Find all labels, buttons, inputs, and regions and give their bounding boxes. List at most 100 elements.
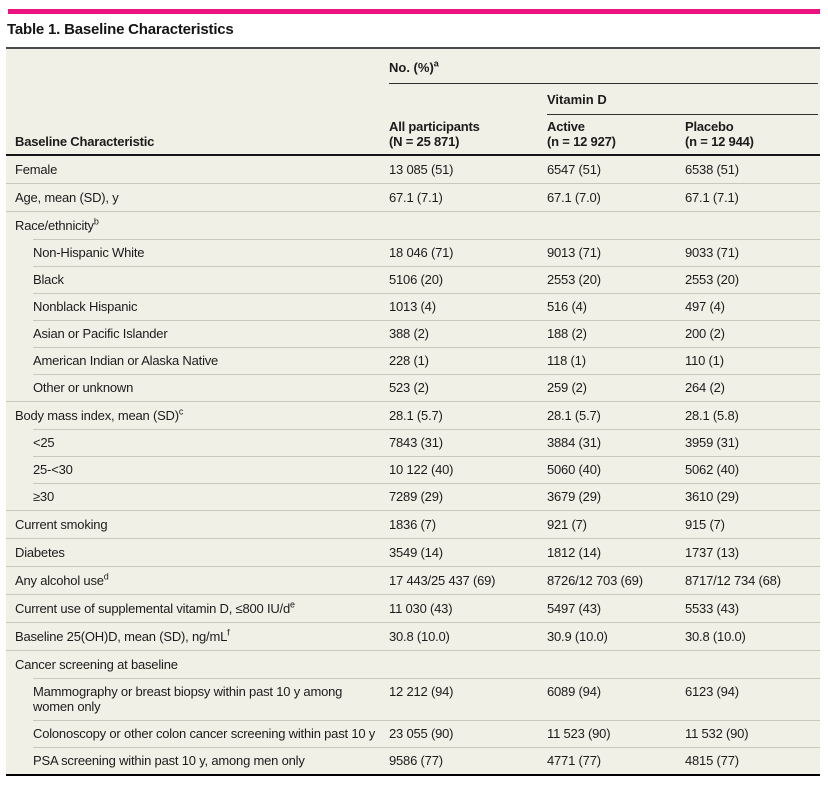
footnote-marker-e: e bbox=[290, 599, 295, 610]
row-label: Female bbox=[15, 162, 58, 177]
cell-value: 11 523 (90) bbox=[547, 726, 611, 741]
table-figure: Table 1. Baseline Characteristics No. (%… bbox=[6, 9, 820, 776]
cell-value: 228 (1) bbox=[389, 353, 429, 368]
row-label: Any alcohol used bbox=[15, 571, 109, 588]
column-header-placebo: Placebo (n = 12 944) bbox=[685, 119, 754, 149]
table-header: No. (%)a Vitamin D Baseline Characterist… bbox=[6, 49, 820, 156]
table-row: Baseline 25(OH)D, mean (SD), ng/mLf 30.8 … bbox=[6, 622, 820, 650]
table-row: <25 7843 (31) 3884 (31) 3959 (31) bbox=[6, 429, 820, 456]
column-header-characteristic: Baseline Characteristic bbox=[15, 134, 155, 149]
no-pct-span: No. (%)a bbox=[389, 49, 818, 84]
row-label: 25-<30 bbox=[33, 462, 73, 477]
cell-value: 6089 (94) bbox=[547, 684, 601, 699]
footnote-marker-d: d bbox=[103, 571, 109, 582]
table-row: Diabetes 3549 (14) 1812 (14) 1737 (13) bbox=[6, 538, 820, 566]
row-label: Other or unknown bbox=[33, 380, 134, 395]
cell-value: 3884 (31) bbox=[547, 435, 601, 450]
cell-value: 523 (2) bbox=[389, 380, 429, 395]
cell-value: 497 (4) bbox=[685, 299, 725, 314]
footnote-marker-a: a bbox=[433, 58, 439, 69]
table-title: Table 1. Baseline Characteristics bbox=[7, 21, 234, 38]
cell-value: 1737 (13) bbox=[685, 545, 739, 560]
cell-value: 28.1 (5.7) bbox=[547, 408, 601, 423]
cell-value: 4815 (77) bbox=[685, 753, 739, 768]
column-headers-row: Baseline Characteristic All participants… bbox=[6, 115, 820, 154]
table-row: Female 13 085 (51) 6547 (51) 6538 (51) bbox=[6, 156, 820, 183]
row-label: Mammography or breast biopsy within past… bbox=[33, 684, 343, 714]
footnote-marker-f: f bbox=[227, 627, 230, 638]
cell-value: 67.1 (7.1) bbox=[389, 190, 443, 205]
row-label: Colonoscopy or other colon cancer screen… bbox=[33, 726, 376, 741]
cell-value: 23 055 (90) bbox=[389, 726, 454, 741]
cell-value: 264 (2) bbox=[685, 380, 725, 395]
cell-value: 5062 (40) bbox=[685, 462, 739, 477]
table-row: Any alcohol used 17 443/25 437 (69) 8726/1… bbox=[6, 566, 820, 594]
row-label: Current smoking bbox=[15, 517, 108, 532]
row-label: Asian or Pacific Islander bbox=[33, 326, 168, 341]
cell-value: 67.1 (7.1) bbox=[685, 190, 739, 205]
row-label: Cancer screening at baseline bbox=[15, 657, 178, 672]
cell-value: 17 443/25 437 (69) bbox=[389, 573, 496, 588]
baseline-characteristics-table: No. (%)a Vitamin D Baseline Characterist… bbox=[6, 49, 820, 776]
footnote-marker-b: b bbox=[93, 216, 99, 227]
cell-value bbox=[685, 212, 820, 239]
cell-value: 915 (7) bbox=[685, 517, 725, 532]
no-pct-label: No. (%)a bbox=[389, 58, 439, 75]
table-row: Asian or Pacific Islander 388 (2) 188 (2) 2… bbox=[6, 320, 820, 347]
cell-value: 5106 (20) bbox=[389, 272, 443, 287]
cell-value: 28.1 (5.8) bbox=[685, 408, 739, 423]
cell-value: 10 122 (40) bbox=[389, 462, 454, 477]
cell-value: 110 (1) bbox=[685, 353, 724, 368]
cell-value: 921 (7) bbox=[547, 517, 587, 532]
cell-value: 1836 (7) bbox=[389, 517, 436, 532]
table-row: Cancer screening at baseline bbox=[6, 650, 820, 678]
cell-value bbox=[547, 651, 685, 678]
column-header-all-participants: All participants (N = 25 871) bbox=[389, 119, 480, 149]
cell-value: 3549 (14) bbox=[389, 545, 443, 560]
row-label: Nonblack Hispanic bbox=[33, 299, 138, 314]
table-row: American Indian or Alaska Native 228 (1) 1… bbox=[6, 347, 820, 374]
table-row: PSA screening within past 10 y, among me… bbox=[6, 747, 820, 774]
cell-value: 9586 (77) bbox=[389, 753, 443, 768]
vitamin-d-group-label: Vitamin D bbox=[547, 92, 607, 107]
footnote-marker-c: c bbox=[178, 406, 184, 417]
table-row: Body mass index, mean (SD)c 28.1 (5.7) 28.… bbox=[6, 401, 820, 429]
cell-value: 259 (2) bbox=[547, 380, 587, 395]
cell-value: 5497 (43) bbox=[547, 601, 601, 616]
cell-value: 1013 (4) bbox=[389, 299, 436, 314]
row-label: Black bbox=[33, 272, 64, 287]
cell-value: 9013 (71) bbox=[547, 245, 601, 260]
cell-value: 3679 (29) bbox=[547, 489, 601, 504]
column-header-active: Active (n = 12 927) bbox=[547, 119, 616, 149]
table-row: Black 5106 (20) 2553 (20) 2553 (20) bbox=[6, 266, 820, 293]
row-label: ≥30 bbox=[33, 489, 54, 504]
cell-value: 7289 (29) bbox=[389, 489, 443, 504]
cell-value: 118 (1) bbox=[547, 353, 586, 368]
cell-value: 388 (2) bbox=[389, 326, 429, 341]
row-label: <25 bbox=[33, 435, 55, 450]
cell-value: 6538 (51) bbox=[685, 162, 739, 177]
cell-value bbox=[389, 651, 547, 678]
table-row: Current smoking 1836 (7) 921 (7) 915 (7) bbox=[6, 510, 820, 538]
cell-value: 30.8 (10.0) bbox=[685, 629, 746, 644]
cell-value: 11 532 (90) bbox=[685, 726, 749, 741]
table-row: Mammography or breast biopsy within past… bbox=[6, 678, 820, 720]
cell-value: 5533 (43) bbox=[685, 601, 739, 616]
table-row: ≥30 7289 (29) 3679 (29) 3610 (29) bbox=[6, 483, 820, 510]
table-row: Other or unknown 523 (2) 259 (2) 264 (2) bbox=[6, 374, 820, 401]
accent-bar bbox=[8, 9, 820, 14]
cell-value bbox=[685, 651, 820, 678]
row-label: American Indian or Alaska Native bbox=[33, 353, 219, 368]
cell-value: 2553 (20) bbox=[685, 272, 739, 287]
cell-value: 8726/12 703 (69) bbox=[547, 573, 643, 588]
cell-value: 28.1 (5.7) bbox=[389, 408, 443, 423]
cell-value: 9033 (71) bbox=[685, 245, 739, 260]
cell-value: 5060 (40) bbox=[547, 462, 601, 477]
cell-value: 3959 (31) bbox=[685, 435, 739, 450]
cell-value: 3610 (29) bbox=[685, 489, 739, 504]
cell-value: 6123 (94) bbox=[685, 684, 739, 699]
vitamin-d-group-span: Vitamin D bbox=[547, 84, 818, 115]
table-body: Female 13 085 (51) 6547 (51) 6538 (51) Age, … bbox=[6, 156, 820, 774]
row-label: Non-Hispanic White bbox=[33, 245, 145, 260]
row-label: Diabetes bbox=[15, 545, 65, 560]
